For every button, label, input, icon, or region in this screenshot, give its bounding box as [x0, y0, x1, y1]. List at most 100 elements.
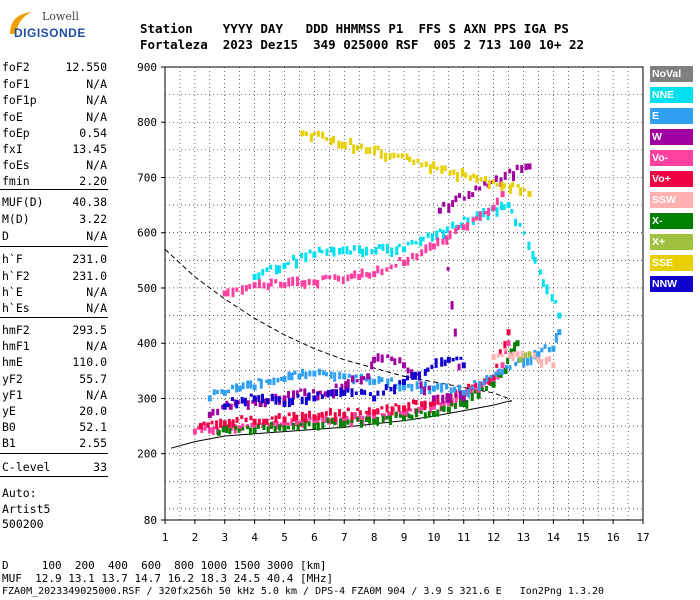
echo-point	[460, 168, 464, 177]
echo-point	[454, 227, 458, 235]
echo-point	[380, 377, 384, 383]
echo-point	[415, 381, 419, 390]
echo-point	[324, 372, 328, 377]
echo-point	[300, 368, 304, 377]
footer-distance: D 100 200 400 600 800 1000 1500 3000 [km…	[2, 559, 327, 572]
echo-point	[333, 421, 337, 426]
echo-point	[524, 163, 528, 171]
echo-point	[270, 416, 274, 420]
param-value: 33	[93, 460, 107, 474]
echo-point	[448, 170, 452, 176]
echo-point	[355, 379, 359, 383]
echo-point	[485, 375, 489, 382]
echo-point	[304, 131, 308, 136]
echo-point	[329, 371, 333, 379]
param-value: 110.0	[72, 355, 107, 369]
echo-point	[455, 356, 459, 361]
legend-item: Vo-	[650, 150, 693, 166]
echo-point	[299, 422, 303, 426]
echo-point	[390, 377, 394, 382]
echo-point	[221, 404, 225, 410]
x-tick-label: 14	[547, 531, 561, 544]
echo-point	[466, 222, 470, 231]
echo-point	[228, 403, 233, 410]
param-row: foE N/A	[2, 110, 107, 126]
echo-point	[312, 419, 317, 426]
echo-point	[265, 267, 269, 272]
echo-point	[198, 423, 203, 430]
echo-point	[461, 395, 466, 402]
echo-point	[414, 399, 418, 406]
echo-point	[352, 144, 356, 154]
y-tick-label: 300	[137, 392, 157, 405]
param-row: h`F2 231.0	[2, 269, 107, 285]
echo-point	[295, 420, 299, 427]
echo-point	[252, 427, 257, 434]
param-value: 52.1	[79, 420, 107, 434]
echo-point	[420, 162, 424, 168]
echo-point	[436, 237, 440, 247]
param-label: h`F2	[2, 269, 30, 283]
echo-point	[457, 384, 461, 393]
echo-point	[377, 244, 381, 249]
echo-point	[300, 396, 304, 405]
echo-point	[297, 420, 302, 427]
echo-point	[491, 204, 496, 211]
echo-point	[282, 425, 287, 432]
param-row: yF2 55.7	[2, 372, 107, 388]
echo-point	[324, 416, 328, 423]
echo-point	[324, 411, 328, 416]
echo-point	[426, 367, 430, 372]
echo-point	[308, 416, 312, 421]
echo-point	[241, 427, 245, 431]
echo-point	[423, 412, 427, 419]
logo-swoosh-icon	[10, 12, 32, 34]
echo-point	[545, 284, 549, 295]
echo-point	[503, 348, 507, 352]
echo-point	[330, 418, 334, 424]
echo-point	[394, 263, 398, 268]
echo-point	[329, 137, 333, 145]
echo-point	[423, 368, 427, 376]
echo-point	[277, 413, 281, 420]
echo-point	[454, 195, 458, 203]
plot-frame	[164, 66, 644, 521]
echo-point	[282, 262, 287, 269]
echo-point	[340, 141, 344, 149]
echo-point	[377, 375, 381, 384]
echo-point	[215, 389, 219, 394]
echo-point	[334, 383, 338, 389]
echo-point	[344, 381, 348, 390]
echo-point	[206, 422, 210, 428]
echo-point	[523, 188, 527, 192]
echo-point	[461, 389, 466, 396]
y-tick-label: 900	[137, 61, 157, 74]
echo-point	[500, 191, 505, 198]
param-label: hmF1	[2, 339, 30, 353]
echo-point	[547, 346, 551, 353]
echo-point	[197, 425, 201, 430]
echo-point	[498, 349, 502, 355]
echo-point	[376, 390, 380, 396]
echo-point	[381, 390, 385, 396]
echo-point	[316, 422, 320, 431]
echo-point	[380, 268, 384, 276]
echo-point	[287, 397, 291, 408]
echo-point	[215, 420, 219, 430]
echo-point	[367, 407, 371, 415]
echo-point	[300, 412, 304, 422]
echo-point	[408, 156, 412, 162]
echo-point	[458, 391, 462, 400]
echo-point	[421, 236, 425, 242]
echo-point	[442, 405, 446, 412]
echo-point	[346, 419, 350, 425]
echo-point	[252, 282, 257, 289]
echo-point	[502, 204, 506, 211]
echo-point	[282, 282, 287, 289]
echo-point	[312, 423, 317, 430]
echo-point	[557, 312, 562, 319]
echo-point	[540, 347, 544, 353]
echo-point	[287, 391, 291, 399]
y-tick-label: 200	[137, 448, 157, 461]
echo-point	[473, 390, 477, 394]
